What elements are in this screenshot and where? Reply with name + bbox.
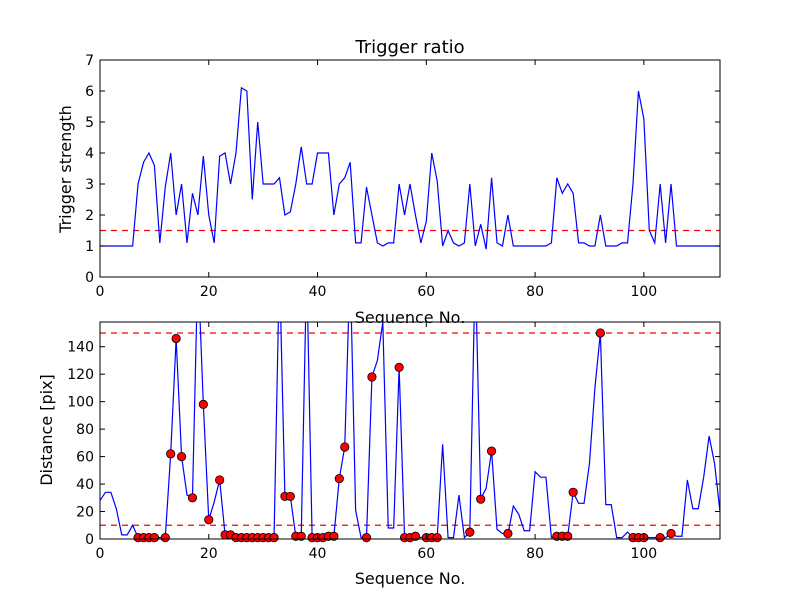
axes-frame-bottom xyxy=(99,321,721,540)
x-tick-label: 20 xyxy=(200,284,218,300)
x-axis-label: Sequence No. xyxy=(355,308,466,327)
x-axis-label: Sequence No. xyxy=(355,569,466,588)
y-tick-label: 7 xyxy=(85,53,94,69)
data-point-marker xyxy=(340,442,350,452)
data-point-marker xyxy=(410,531,421,541)
data-point-marker xyxy=(215,475,225,485)
x-tick-label: 60 xyxy=(417,284,435,300)
y-tick-label: 20 xyxy=(76,505,94,521)
data-point-marker xyxy=(334,473,344,484)
y-tick-label: 80 xyxy=(76,422,94,438)
y-tick-label: 6 xyxy=(85,84,94,100)
y-tick-label: 5 xyxy=(85,115,94,131)
data-point-marker xyxy=(432,533,442,543)
data-point-marker xyxy=(187,493,198,503)
x-tick-label: 80 xyxy=(526,546,544,562)
data-point-marker xyxy=(563,531,573,541)
data-point-marker xyxy=(465,527,475,537)
x-tick-label: 80 xyxy=(526,284,544,300)
x-tick-label: 20 xyxy=(200,546,218,562)
y-axis-ticks-top: 0 1 2 3 4 5 6 7 xyxy=(85,53,720,286)
y-tick-label: 60 xyxy=(76,450,94,466)
data-point-marker xyxy=(503,528,513,539)
x-tick-label: 40 xyxy=(309,284,327,300)
threshold-lines xyxy=(100,332,720,526)
y-tick-label: 1 xyxy=(85,239,94,255)
y-tick-label: 140 xyxy=(67,340,94,356)
data-point-marker xyxy=(296,531,306,541)
axes-frame-top xyxy=(99,59,721,278)
data-point-marker xyxy=(476,494,486,504)
y-tick-label: 120 xyxy=(67,367,94,383)
y-tick-label: 4 xyxy=(85,146,94,162)
data-point-marker xyxy=(285,491,295,502)
data-point-marker xyxy=(198,399,208,410)
data-point-marker xyxy=(149,533,159,543)
plot-area-bottom xyxy=(100,322,720,543)
data-point-marker xyxy=(486,446,497,456)
chart-title: Trigger ratio xyxy=(354,37,464,58)
data-point-marker xyxy=(329,531,339,541)
x-tick-label: 0 xyxy=(96,546,105,562)
x-tick-label: 100 xyxy=(630,546,657,562)
data-point-marker xyxy=(568,487,578,497)
data-point-marker xyxy=(367,372,377,382)
data-point-marker xyxy=(269,533,279,543)
x-tick-label: 0 xyxy=(96,284,105,300)
y-axis-label: Distance [pix] xyxy=(37,374,56,486)
data-point-marker xyxy=(595,328,605,338)
x-tick-label: 100 xyxy=(630,284,657,300)
y-axis-ticks-bottom: 0 20 40 60 80 100 120 140 xyxy=(67,340,720,548)
data-point-marker xyxy=(166,449,176,459)
chart-distance: 0 20 40 60 80 100 0 20 40 60 80 100 120 140 Sequence… xyxy=(37,321,721,588)
data-point-marker xyxy=(361,533,372,543)
data-point-marker xyxy=(204,515,214,525)
marker-group xyxy=(133,328,676,543)
x-tick-label: 40 xyxy=(309,546,327,562)
y-tick-label: 40 xyxy=(76,477,94,493)
y-tick-label: 0 xyxy=(85,270,94,286)
x-tick-label: 60 xyxy=(417,546,435,562)
data-point-marker xyxy=(394,362,404,372)
x-axis-ticks-bottom: 0 20 40 60 80 100 xyxy=(96,322,657,562)
y-tick-label: 100 xyxy=(67,395,94,411)
y-axis-label: Trigger strength xyxy=(56,105,75,234)
data-point-marker xyxy=(160,533,170,543)
y-tick-label: 2 xyxy=(85,208,94,224)
data-point-marker xyxy=(666,528,676,539)
plot-area-top xyxy=(100,86,720,250)
data-point-marker xyxy=(171,333,181,344)
data-point-marker xyxy=(176,451,187,462)
series-line-trigger-strength xyxy=(100,86,720,250)
y-tick-label: 0 xyxy=(85,532,94,548)
data-point-marker xyxy=(655,533,665,543)
y-tick-label: 3 xyxy=(85,177,94,193)
x-axis-ticks-top: 0 20 40 60 80 100 xyxy=(96,60,657,300)
